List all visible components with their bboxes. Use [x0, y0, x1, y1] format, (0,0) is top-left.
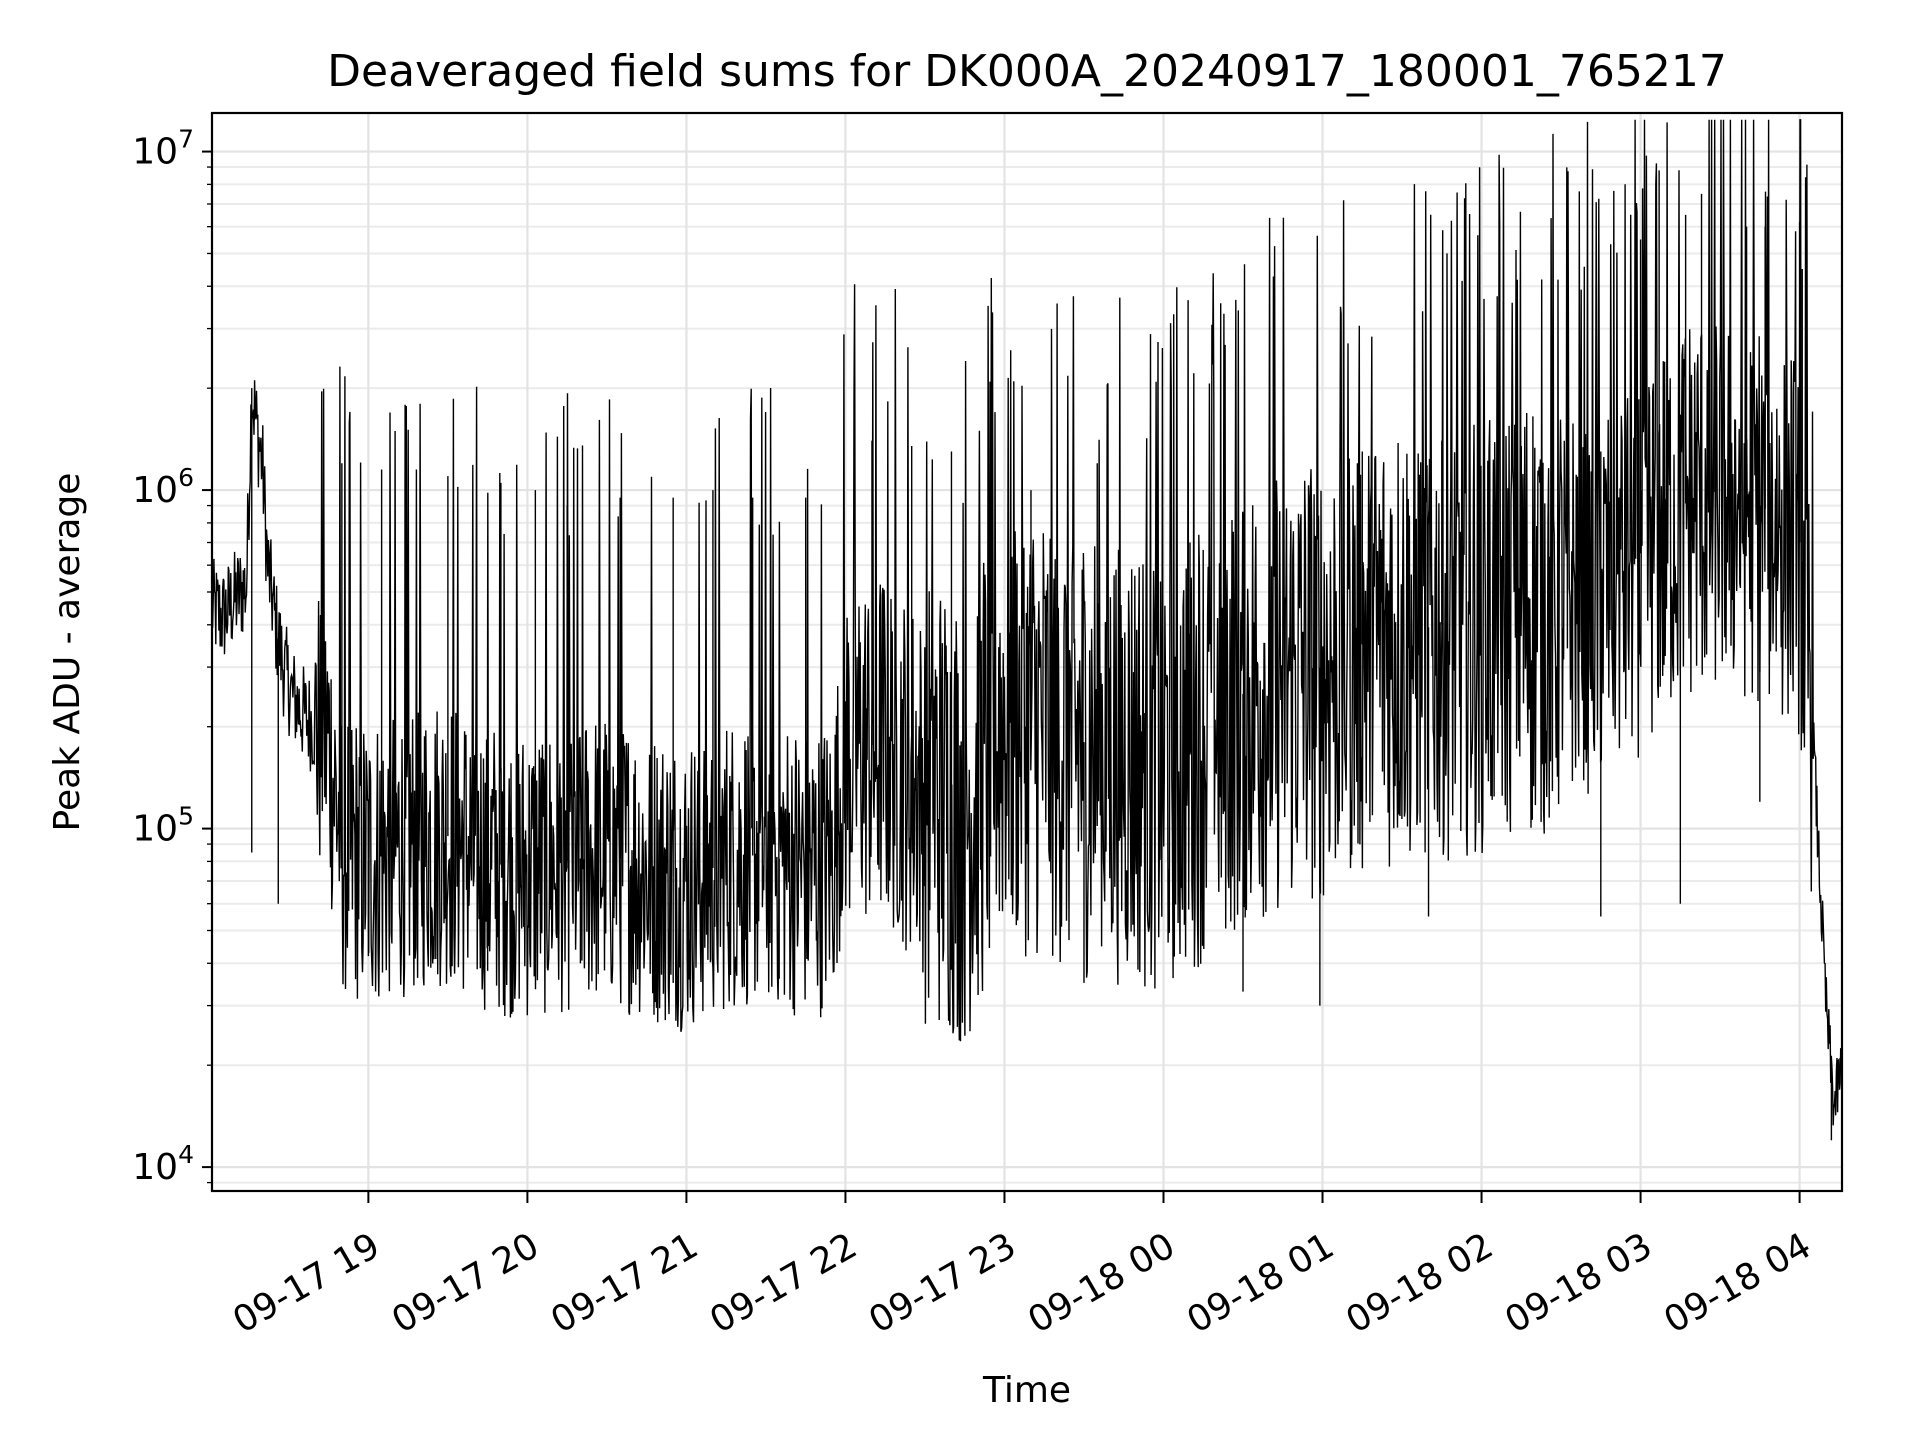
- x-tick-label: 09-17 22: [703, 1225, 864, 1341]
- y-tick-label: 107: [132, 125, 194, 173]
- y-axis-label: Peak ADU - average: [47, 473, 88, 832]
- x-tick-label: 09-17 19: [226, 1225, 387, 1341]
- x-tick-label: 09-18 01: [1180, 1225, 1341, 1341]
- x-tick-label: 09-18 04: [1657, 1225, 1818, 1341]
- x-tick-label: 09-17 21: [544, 1225, 705, 1341]
- x-tick-label: 09-17 23: [862, 1225, 1023, 1341]
- plot-area: [211, 119, 1843, 1141]
- y-tick-label: 105: [132, 802, 194, 850]
- chart-title: Deaveraged field sums for DK000A_2024091…: [327, 46, 1727, 97]
- y-tick-label: 104: [132, 1140, 194, 1188]
- x-tick-label: 09-18 03: [1498, 1225, 1659, 1341]
- x-tick-label: 09-18 02: [1339, 1225, 1500, 1341]
- x-tick-label: 09-17 20: [385, 1225, 546, 1341]
- axes-frame: [210, 111, 1844, 1193]
- x-tick-label: 09-18 00: [1021, 1225, 1182, 1341]
- series-line: [211, 119, 1843, 1126]
- y-tick-label: 106: [132, 463, 194, 511]
- x-axis-label: Time: [982, 1370, 1071, 1411]
- y-axis-ticks: 104 105 106 107: [132, 125, 212, 1188]
